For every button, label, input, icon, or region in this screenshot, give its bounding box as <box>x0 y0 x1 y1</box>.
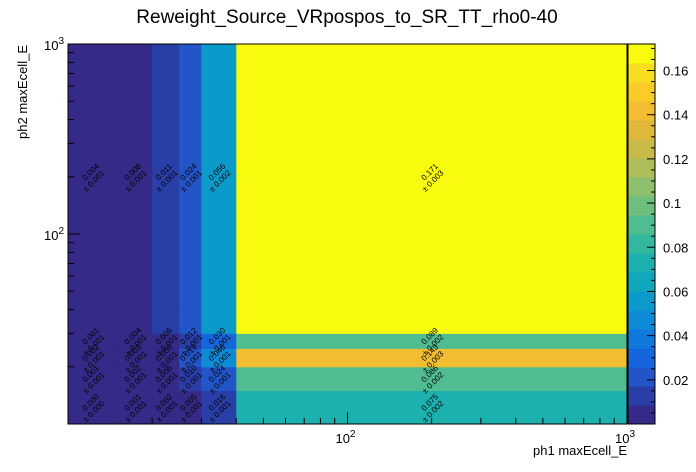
colorbar-segment <box>628 63 655 83</box>
x-tick-label: 102 <box>335 429 355 446</box>
heatmap-cell <box>152 309 180 334</box>
colorbar-segment <box>628 367 655 387</box>
colorbar-segment <box>628 234 655 254</box>
colorbar-tick-label: 0.16 <box>663 64 688 79</box>
colorbar-tick-label: 0.04 <box>663 329 688 344</box>
colorbar-segment <box>628 215 655 235</box>
colorbar-segment <box>628 82 655 102</box>
colorbar-segment <box>628 386 655 406</box>
y-axis-label: ph2 maxEcell_E <box>15 45 30 139</box>
heatmap-cell <box>201 366 237 392</box>
heatmap-cell <box>68 348 118 368</box>
y-tick-label: 103 <box>44 36 64 53</box>
heatmap-cell <box>236 348 628 368</box>
heatmap-cell <box>117 390 153 425</box>
heatmap-cell <box>236 44 628 311</box>
colorbar: 0.02 0.04 0.06 0.08 0.1 0.12 0.14 0.16 <box>627 43 688 425</box>
heatmap-cell <box>68 44 118 311</box>
heatmap-cell <box>68 366 118 392</box>
colorbar-segment <box>628 101 655 121</box>
heatmap-cell <box>117 366 153 392</box>
colorbar-segment <box>628 329 655 349</box>
heatmap-cell <box>152 366 180 392</box>
heatmap-cell <box>179 333 202 349</box>
colorbar-segment <box>628 177 655 197</box>
heatmap-cell <box>152 390 180 425</box>
colorbar-segment <box>628 310 655 330</box>
colorbar-segment <box>628 44 655 64</box>
colorbar-segment <box>628 272 655 292</box>
heatmap-cell <box>117 348 153 368</box>
colorbar-frame <box>627 43 656 425</box>
heatmap-cell <box>152 333 180 349</box>
colorbar-tick-label: 0.06 <box>663 284 688 299</box>
colorbar-segment <box>628 196 655 216</box>
chart-title: Reweight_Source_VRpospos_to_SR_TT_rho0-4… <box>136 7 557 28</box>
heatmap-cells <box>68 44 628 425</box>
heatmap-cell <box>201 333 237 349</box>
colorbar-segment <box>628 139 655 159</box>
x-axis-label: ph1 maxEcell_E <box>533 443 627 458</box>
colorbar-tick-label: 0.14 <box>663 108 688 123</box>
colorbar-segment <box>628 120 655 140</box>
heatmap-cell <box>179 366 202 392</box>
heatmap-cell <box>236 309 628 334</box>
heatmap-cell <box>236 333 628 349</box>
colorbar-segment <box>628 158 655 178</box>
colorbar-tick-label: 0.12 <box>663 152 688 167</box>
heatmap-cell <box>201 390 237 425</box>
colorbar-segment <box>628 253 655 273</box>
heatmap-cell <box>201 44 237 311</box>
heatmap-cell <box>152 44 180 311</box>
heatmap-cell <box>68 309 118 334</box>
heatmap-cell <box>179 348 202 368</box>
heatmap-cell <box>68 390 118 425</box>
colorbar-segment <box>628 291 655 311</box>
heatmap-cell <box>179 390 202 425</box>
heatmap-cell <box>117 333 153 349</box>
colorbar-tick-label: 0.08 <box>663 240 688 255</box>
colorbar-tick-label: 0.1 <box>663 196 681 211</box>
heatmap-cell <box>152 348 180 368</box>
heatmap-cell <box>179 44 202 311</box>
colorbar-tick-label: 0.02 <box>663 373 688 388</box>
heatmap-cell <box>179 309 202 334</box>
heatmap-cell <box>201 348 237 368</box>
y-tick-label: 102 <box>44 226 64 243</box>
colorbar-segment <box>628 405 655 425</box>
colorbar-segment <box>628 348 655 368</box>
heatmap-cell <box>117 309 153 334</box>
heatmap-cell <box>201 309 237 334</box>
heatmap-cell <box>117 44 153 311</box>
heatmap-cell <box>68 333 118 349</box>
heatmap-cell <box>236 366 628 392</box>
